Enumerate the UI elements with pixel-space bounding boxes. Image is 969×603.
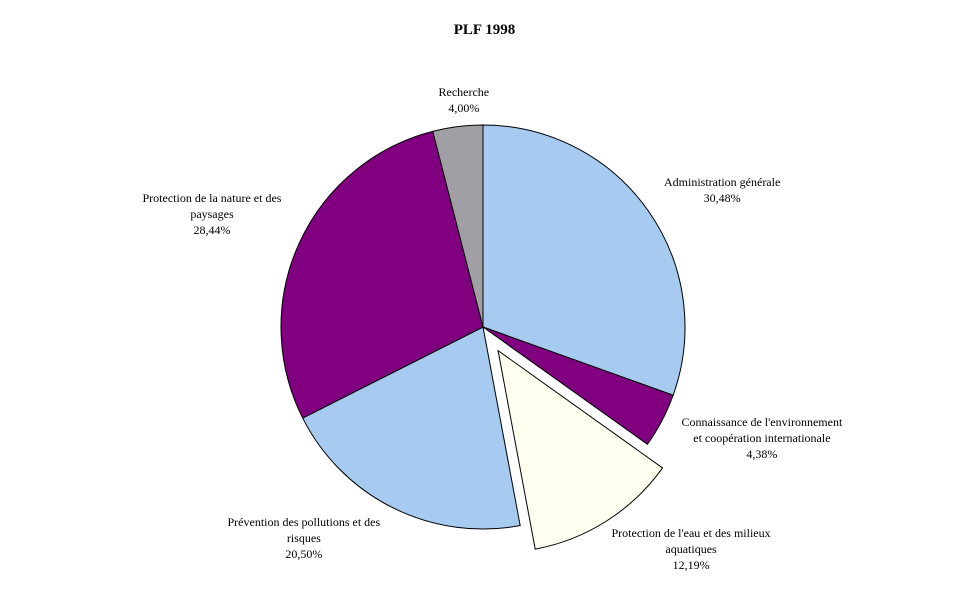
slice-label: Administration générale 30,48% [664, 174, 780, 206]
slice-value-label: 30,48% [703, 191, 741, 205]
pie-slice [280, 130, 484, 419]
slice-label: Recherche 4,00% [439, 84, 490, 116]
chart-title: PLF 1998 [453, 22, 516, 38]
pie-slice [497, 349, 664, 550]
slice-label-text: et coopération internationale [693, 431, 831, 445]
pie-slice [432, 124, 484, 328]
slice-value-label: 4,38% [746, 447, 778, 461]
slice-label-text: Prévention des pollutions et des [227, 515, 381, 529]
slice-label-text: Protection de la nature et des [142, 191, 282, 205]
pie-slice [482, 326, 674, 446]
slice-value-label: 4,00% [448, 101, 480, 115]
pie-slice [482, 124, 686, 396]
slice-label-text: Recherche [438, 85, 490, 99]
slice-label-text: paysages [190, 207, 234, 221]
slice-value-label: 12,19% [672, 558, 710, 572]
slice-label: Connaissance de l'environnement et coopér… [682, 414, 843, 462]
slice-value-label: 28,44% [193, 223, 231, 237]
pie-slice [302, 326, 521, 530]
slice-label-text: risques [286, 531, 321, 545]
slice-label: Prévention des pollutions et des risques 2… [228, 514, 381, 562]
slice-label-text: Connaissance de l'environnement [681, 415, 843, 429]
slice-label-text: aquatiques [665, 542, 717, 556]
slice-label: Protection de l'eau et des milieux aquati… [612, 525, 771, 573]
slice-value-label: 20,50% [285, 547, 323, 561]
slice-label-text: Administration générale [664, 175, 781, 189]
slice-label: Protection de la nature et des paysages 28… [143, 190, 282, 238]
slice-label-text: Protection de l'eau et des milieux [611, 526, 771, 540]
